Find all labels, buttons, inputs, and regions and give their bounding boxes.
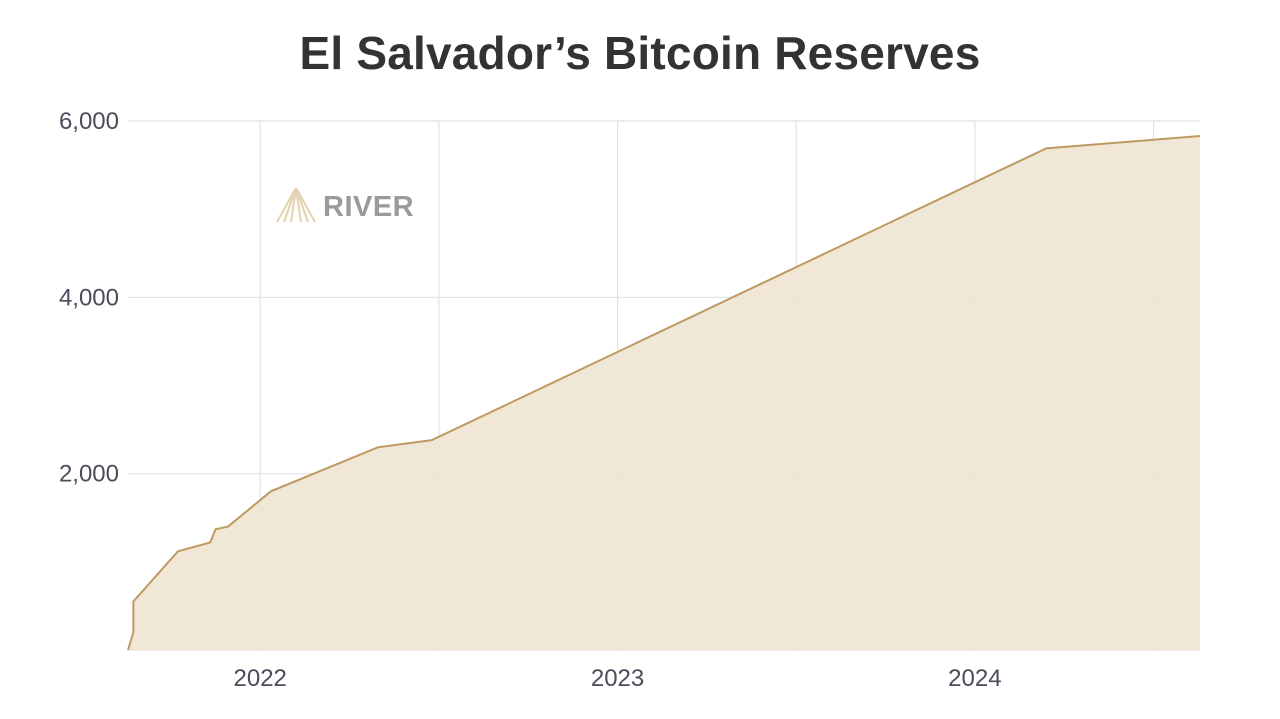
y-tick-label: 4,000 [59,284,119,311]
y-tick-label: 6,000 [59,108,119,135]
river-logo-icon [276,187,316,223]
series-area-fill [128,135,1200,651]
watermark-text: RIVER [323,191,414,223]
y-axis-ticks: 2,000 4,000 6,000 [59,108,119,488]
chart-title: El Salvador’s Bitcoin Reserves [299,27,981,79]
x-axis-ticks: 2022 2023 2024 [234,665,1002,692]
series-line [127,134,1201,651]
river-watermark: RIVER [276,187,414,223]
x-tick-label: 2023 [591,665,644,692]
x-tick-label: 2024 [948,665,1001,692]
y-tick-label: 2,000 [59,461,119,488]
x-tick-label: 2022 [234,665,287,692]
